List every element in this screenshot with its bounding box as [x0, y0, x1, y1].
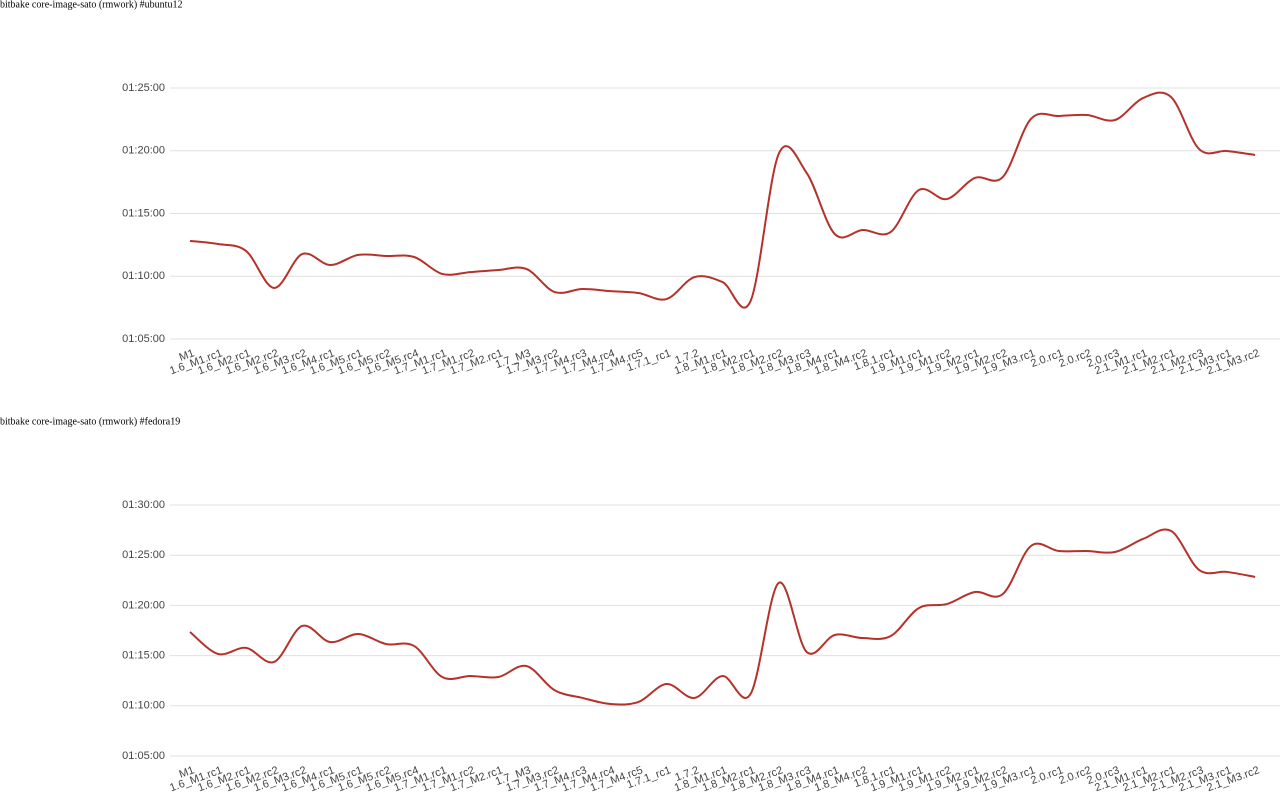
x-tick-label: 2.1_M3.rc2 — [1205, 347, 1261, 377]
chart: bitbake core-image-sato (rmwork) #fedora… — [0, 416, 1280, 794]
series-line — [189, 91, 1256, 309]
y-tick-label: 01:25:00 — [122, 82, 165, 94]
chart-title: bitbake core-image-sato (rmwork) #ubuntu… — [0, 0, 182, 10]
y-tick-label: 01:30:00 — [122, 499, 165, 511]
series-line — [189, 528, 1256, 706]
chart-title: bitbake core-image-sato (rmwork) #fedora… — [0, 416, 180, 427]
x-tick-label: 1.9_M3.rc1 — [981, 347, 1037, 377]
x-tick-label: 2.1_M3.rc2 — [1205, 764, 1261, 794]
y-tick-label: 01:15:00 — [122, 650, 165, 662]
y-tick-label: 01:25:00 — [122, 549, 165, 561]
y-tick-label: 01:05:00 — [122, 333, 165, 345]
x-tick-label: 1.9_M3.rc1 — [981, 764, 1037, 794]
y-tick-label: 01:05:00 — [122, 750, 165, 762]
y-tick-label: 01:20:00 — [122, 599, 165, 611]
y-tick-label: 01:10:00 — [122, 700, 165, 712]
y-tick-label: 01:10:00 — [122, 270, 165, 282]
x-tick-label: M1 — [178, 764, 196, 781]
y-tick-label: 01:15:00 — [122, 207, 165, 219]
y-tick-label: 01:20:00 — [122, 145, 165, 157]
chart: bitbake core-image-sato (rmwork) #ubuntu… — [0, 0, 1280, 377]
x-tick-label: M1 — [178, 347, 196, 364]
